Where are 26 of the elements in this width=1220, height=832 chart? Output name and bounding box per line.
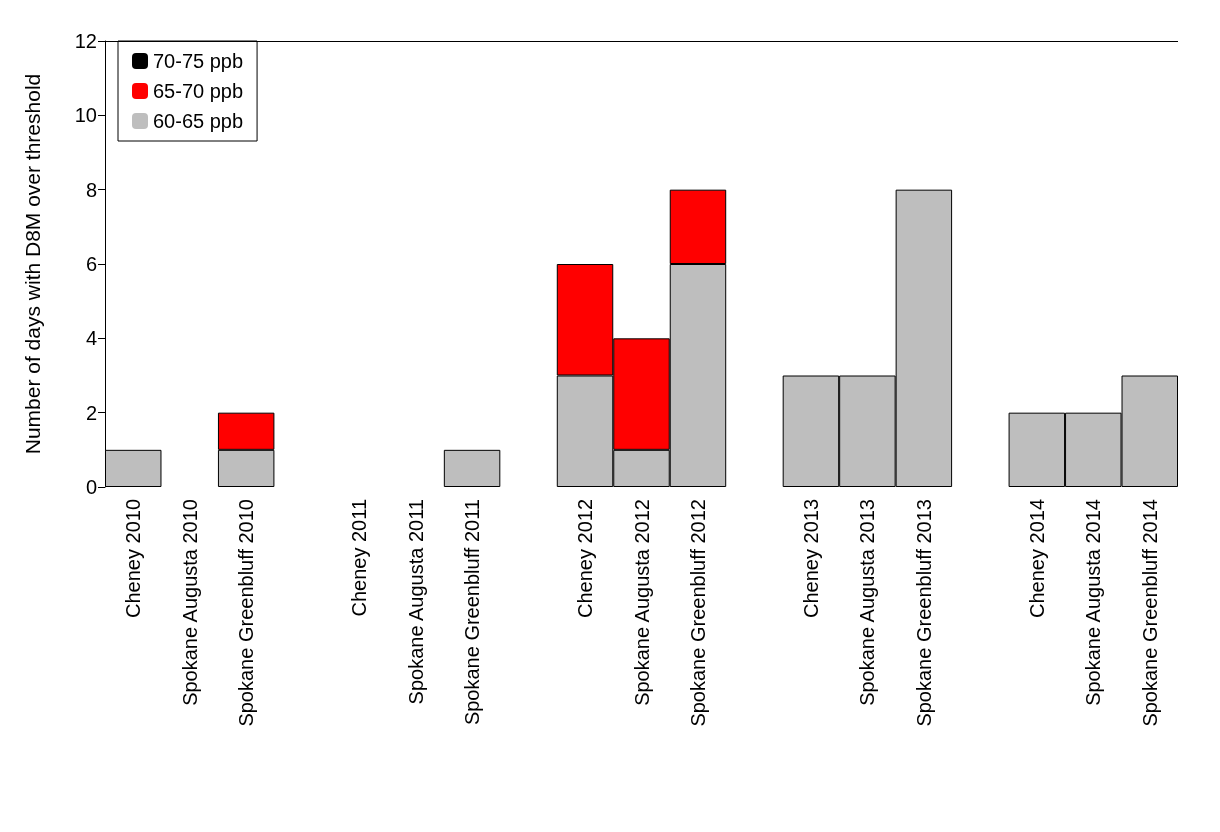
y-tick-label: 10 [74, 104, 97, 127]
y-axis-title: Number of days with D8M over threshold [21, 73, 44, 455]
y-tick-label: 4 [85, 327, 97, 350]
y-tick-label: 8 [85, 178, 97, 201]
x-tick-label: Spokane Augusta 2010 [178, 499, 201, 706]
x-tick-label: Cheney 2010 [122, 499, 145, 618]
x-tick-label: Spokane Augusta 2012 [630, 499, 653, 706]
x-tick-label: Spokane Augusta 2013 [856, 499, 879, 706]
x-tick-label: Cheney 2011 [348, 499, 371, 617]
x-tick-label: Cheney 2013 [799, 499, 822, 618]
x-tick-label: Spokane Greenbluff 2014 [1138, 499, 1161, 727]
x-tick-label: Spokane Augusta 2011 [404, 499, 427, 705]
y-tick-label: 2 [85, 401, 97, 424]
x-tick-label: Spokane Augusta 2014 [1082, 499, 1105, 706]
x-tick-label: Cheney 2014 [1025, 499, 1048, 618]
x-tick-label: Spokane Greenbluff 2011 [461, 499, 484, 726]
y-tick-label: 12 [74, 30, 97, 52]
x-tick-label: Spokane Greenbluff 2013 [912, 499, 935, 727]
y-tick-label: 6 [85, 253, 97, 275]
legend-label: 60-65 ppb [153, 110, 244, 132]
legend-label: 70-75 ppb [153, 50, 244, 72]
x-tick-label: Spokane Greenbluff 2010 [235, 499, 258, 727]
y-tick-label: 0 [85, 476, 97, 498]
x-tick-label: Spokane Greenbluff 2012 [686, 499, 709, 727]
legend-label: 65-70 ppb [153, 80, 244, 102]
x-tick-label: Cheney 2012 [574, 499, 597, 618]
